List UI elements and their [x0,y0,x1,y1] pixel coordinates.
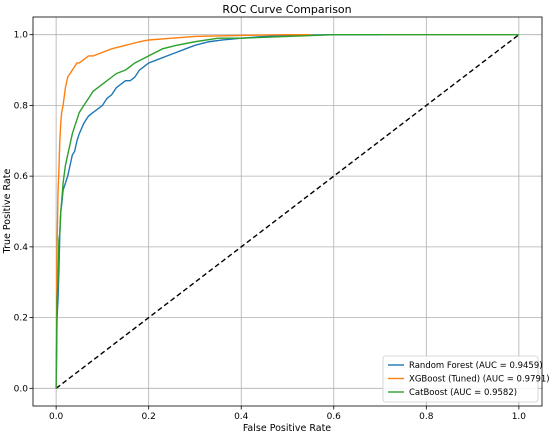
x-ticks: 0.0 0.2 0.4 0.6 0.8 1.0 [49,406,526,422]
legend-label-0: Random Forest (AUC = 0.9459) [409,361,543,371]
y-tick-label: 0.2 [14,314,28,324]
series-line-1 [55,33,311,389]
diagonal-reference [55,34,520,389]
x-tick-label: 0.6 [327,412,342,422]
y-tick-label: 0.6 [14,172,29,182]
plot-frame [32,16,543,407]
legend-label-1: XGBoost (Tuned) (AUC = 0.9791) [409,375,550,385]
legend-label-2: CatBoost (AUC = 0.9582) [409,388,517,398]
chart-title: ROC Curve Comparison [222,3,351,16]
y-tick-label: 0.0 [14,384,29,394]
y-ticks: 0.0 0.2 0.4 0.6 0.8 1.0 [14,31,33,394]
y-tick-label: 0.8 [14,101,29,111]
x-tick-label: 0.8 [419,412,434,422]
x-axis-label: False Positive Rate [243,423,331,434]
reference-diagonal-line [55,34,520,389]
series-group [55,33,519,389]
x-tick-label: 1.0 [512,412,527,422]
x-tick-label: 0.2 [142,412,156,422]
x-tick-label: 0.0 [49,412,64,422]
legend: Random Forest (AUC = 0.9459) XGBoost (Tun… [382,355,550,403]
legend-box [382,355,539,403]
x-tick-label: 0.4 [234,412,249,422]
y-tick-label: 1.0 [14,31,29,41]
grid-lines [33,17,542,406]
y-axis-label: True Positive Rate [2,169,13,255]
y-tick-label: 0.4 [14,243,29,253]
series-line-2 [55,33,519,389]
